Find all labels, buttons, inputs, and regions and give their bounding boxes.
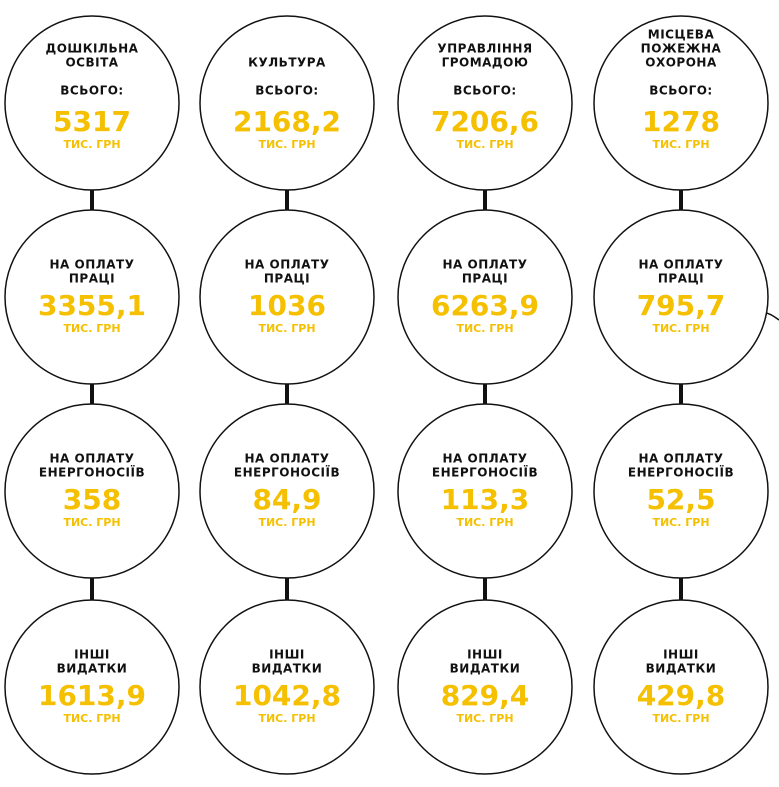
unit: ТИС. ГРН xyxy=(258,322,315,335)
circle xyxy=(397,599,573,775)
item-label: ЕНЕРГОНОСІЇВ xyxy=(39,465,145,480)
unit: ТИС. ГРН xyxy=(258,712,315,725)
item-label: ПРАЦІ xyxy=(69,272,115,286)
item-value: 1613,9 xyxy=(38,679,146,712)
item-value: 795,7 xyxy=(637,289,726,322)
total-value: 7206,6 xyxy=(431,105,539,138)
unit: ТИС. ГРН xyxy=(63,712,120,725)
item-value: 84,9 xyxy=(252,483,321,516)
item-value: 52,5 xyxy=(646,483,715,516)
item-label: НА ОПЛАТУ xyxy=(245,258,330,272)
item-label: НА ОПЛАТУ xyxy=(50,258,135,272)
item-label: ЕНЕРГОНОСІЇВ xyxy=(432,465,538,480)
title: ДОШКІЛЬНА xyxy=(46,42,139,56)
item-label: ПРАЦІ xyxy=(462,272,508,286)
title: ОСВІТА xyxy=(65,56,118,70)
unit: ТИС. ГРН xyxy=(652,712,709,725)
item-label: ІНШІ xyxy=(467,648,503,662)
item-label: ЕНЕРГОНОСІЇВ xyxy=(628,465,734,480)
title: КУЛЬТУРА xyxy=(248,56,326,70)
total-value: 2168,2 xyxy=(233,105,341,138)
unit: ТИС. ГРН xyxy=(63,516,120,529)
item-value: 1036 xyxy=(248,289,326,322)
circle xyxy=(593,403,769,579)
total-label: ВСЬОГО: xyxy=(453,84,516,98)
item-value: 429,8 xyxy=(637,679,726,712)
item-label: НА ОПЛАТУ xyxy=(443,258,528,272)
item-label: НА ОПЛАТУ xyxy=(50,452,135,466)
total-label: ВСЬОГО: xyxy=(255,84,318,98)
item-label: ВИДАТКИ xyxy=(57,662,128,676)
item-label: ВИДАТКИ xyxy=(450,662,521,676)
circle xyxy=(4,209,180,385)
title: ГРОМАДОЮ xyxy=(442,56,529,70)
circle xyxy=(397,209,573,385)
circle xyxy=(199,599,375,775)
unit: ТИС. ГРН xyxy=(652,516,709,529)
circle xyxy=(593,209,769,385)
item-label: ІНШІ xyxy=(269,648,305,662)
item-label: ВИДАТКИ xyxy=(252,662,323,676)
item-value: 3355,1 xyxy=(38,289,146,322)
item-label: ЕНЕРГОНОСІЇВ xyxy=(234,465,340,480)
title: ПОЖЕЖНА xyxy=(641,42,722,56)
unit: ТИС. ГРН xyxy=(63,322,120,335)
unit: ТИС. ГРН xyxy=(652,322,709,335)
unit: ТИС. ГРН xyxy=(456,516,513,529)
unit: ТИС. ГРН xyxy=(258,138,315,151)
unit: ТИС. ГРН xyxy=(652,138,709,151)
circle xyxy=(199,15,375,191)
item-value: 6263,9 xyxy=(431,289,539,322)
unit: ТИС. ГРН xyxy=(456,322,513,335)
item-value: 113,3 xyxy=(441,483,530,516)
item-label: НА ОПЛАТУ xyxy=(639,452,724,466)
item-label: НА ОПЛАТУ xyxy=(443,452,528,466)
circle xyxy=(593,599,769,775)
total-label: ВСЬОГО: xyxy=(649,84,712,98)
title: УПРАВЛІННЯ xyxy=(437,42,532,56)
total-value: 5317 xyxy=(53,105,131,138)
circle xyxy=(397,403,573,579)
title: ОХОРОНА xyxy=(645,56,717,70)
circle xyxy=(4,599,180,775)
item-value: 829,4 xyxy=(441,679,530,712)
item-value: 358 xyxy=(63,483,121,516)
item-label: НА ОПЛАТУ xyxy=(245,452,330,466)
item-value: 1042,8 xyxy=(233,679,341,712)
item-label: ІНШІ xyxy=(663,648,699,662)
title: МІСЦЕВА xyxy=(648,28,715,42)
total-value: 1278 xyxy=(642,105,720,138)
circle xyxy=(593,15,769,191)
circle xyxy=(397,15,573,191)
item-label: НА ОПЛАТУ xyxy=(639,258,724,272)
circle xyxy=(4,403,180,579)
item-label: ІНШІ xyxy=(74,648,110,662)
total-label: ВСЬОГО: xyxy=(60,84,123,98)
circle xyxy=(199,209,375,385)
unit: ТИС. ГРН xyxy=(63,138,120,151)
item-label: ПРАЦІ xyxy=(264,272,310,286)
unit: ТИС. ГРН xyxy=(456,138,513,151)
circle xyxy=(199,403,375,579)
unit: ТИС. ГРН xyxy=(258,516,315,529)
circle xyxy=(4,15,180,191)
unit: ТИС. ГРН xyxy=(456,712,513,725)
item-label: ПРАЦІ xyxy=(658,272,704,286)
item-label: ВИДАТКИ xyxy=(646,662,717,676)
